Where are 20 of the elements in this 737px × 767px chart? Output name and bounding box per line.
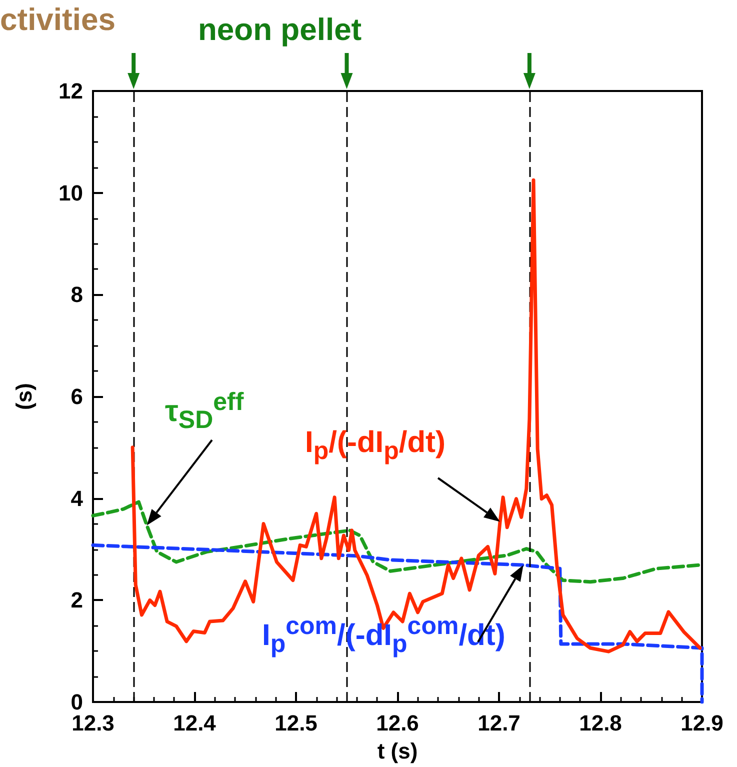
x-tick-label: 12.8 — [579, 710, 622, 736]
series-label: I$_{p}$/(-dI$_{p}$/dt) — [305, 426, 446, 466]
x-tick-label: 12.4 — [173, 710, 217, 736]
x-tick-label: 12.6 — [376, 710, 419, 736]
x-tick-label: 12.5 — [274, 710, 318, 736]
text: neon pellet — [198, 12, 362, 48]
y-axis-title: (s) — [12, 383, 36, 410]
y-tick-label: 4 — [70, 486, 84, 511]
x-tick-label: 12.9 — [680, 710, 724, 736]
y-tick-label: 8 — [70, 282, 83, 308]
y-tick-label: 12 — [58, 78, 83, 104]
y-tick-label: 2 — [70, 588, 83, 613]
x-axis-title: t (s) — [377, 738, 418, 764]
x-tick-label: 12.7 — [478, 710, 520, 736]
line-series — [91, 543, 704, 704]
text: ctivities — [0, 2, 116, 38]
y-tick-label: 6 — [70, 384, 83, 409]
y-tick-label: 10 — [58, 180, 83, 206]
series-label: I$_{p}$$^{com}$/(-dI$_{p}$$^{com}$/dt) — [262, 612, 506, 659]
line-series — [91, 500, 702, 584]
